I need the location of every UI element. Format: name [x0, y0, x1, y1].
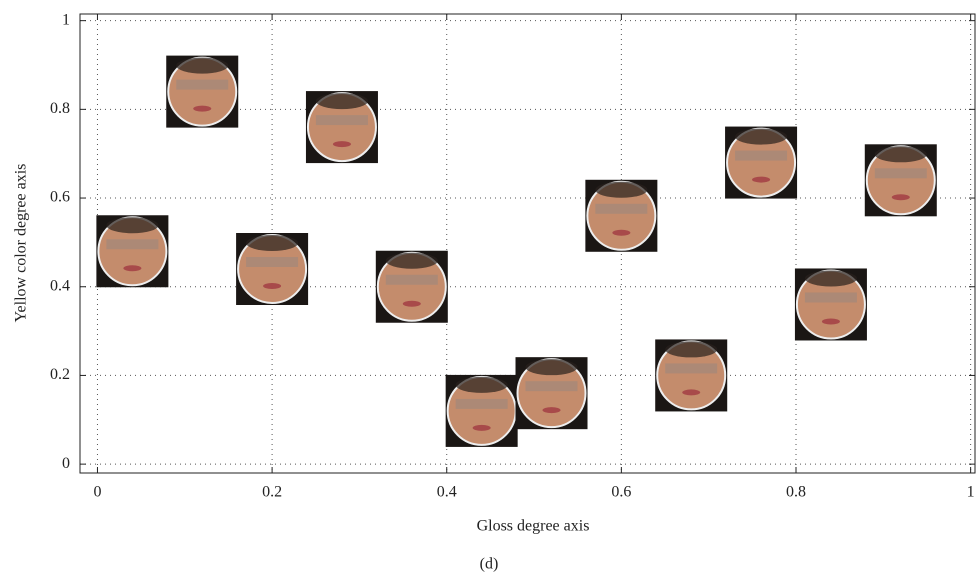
x-tick-label: 0.8: [786, 484, 806, 501]
eye-blur: [106, 239, 159, 250]
plot-frame: [79, 13, 976, 474]
x-tick-label: 0.2: [262, 484, 282, 501]
face-marker: [655, 339, 728, 412]
face-marker: [305, 91, 378, 164]
face-marker: [96, 215, 169, 288]
hair: [176, 57, 229, 74]
eye-blur: [665, 363, 718, 374]
eye-blur: [455, 398, 508, 409]
x-tick-label: 0: [93, 484, 101, 501]
hair: [804, 270, 857, 287]
face-marker: [375, 250, 448, 323]
eye-blur: [735, 150, 788, 161]
face-marker: [515, 357, 588, 430]
x-tick-label: 0.4: [437, 484, 457, 501]
eye-blur: [525, 381, 578, 392]
y-axis-label: Yellow color degree axis: [13, 164, 30, 323]
mouth: [891, 194, 910, 201]
mouth: [332, 141, 351, 148]
face-marker: [864, 144, 937, 217]
eye-blur: [315, 115, 368, 126]
hair: [455, 376, 508, 393]
y-tick-label: 1: [62, 11, 70, 28]
mouth: [193, 105, 212, 112]
x-tick-label: 0.6: [611, 484, 631, 501]
y-tick-label: 0.6: [50, 189, 70, 206]
mouth: [123, 265, 142, 272]
eye-blur: [804, 292, 857, 303]
face-marker: [794, 268, 867, 341]
eye-blur: [246, 257, 299, 267]
y-tick-label: 0.8: [50, 100, 70, 117]
hair: [874, 146, 927, 163]
mouth: [752, 176, 771, 183]
eye-blur: [874, 168, 927, 179]
x-axis-label: Gloss degree axis: [477, 518, 590, 535]
eye-blur: [595, 203, 648, 214]
hair: [665, 341, 718, 358]
face-marker: [166, 55, 239, 128]
face-marker: [585, 179, 658, 252]
eye-blur: [176, 79, 229, 90]
y-tick-label: 0.2: [50, 366, 70, 383]
face-marker: [445, 374, 518, 447]
mouth: [542, 407, 561, 414]
mouth: [402, 300, 421, 307]
face-marker: [725, 126, 798, 199]
mouth: [612, 229, 631, 236]
face-marker: [236, 233, 309, 305]
mouth: [263, 283, 282, 289]
y-tick-label: 0: [62, 455, 70, 472]
y-tick-label: 0.4: [50, 277, 70, 294]
caption: (d): [480, 556, 499, 573]
hair: [315, 93, 368, 110]
hair: [385, 252, 438, 269]
x-tick-label: 1: [967, 484, 975, 501]
eye-blur: [385, 274, 438, 285]
hair: [595, 181, 648, 198]
hair: [106, 217, 159, 234]
hair: [735, 128, 788, 145]
mouth: [472, 424, 491, 431]
mouth: [821, 318, 840, 325]
hair: [525, 359, 578, 376]
mouth: [682, 389, 701, 396]
hair: [246, 235, 299, 251]
